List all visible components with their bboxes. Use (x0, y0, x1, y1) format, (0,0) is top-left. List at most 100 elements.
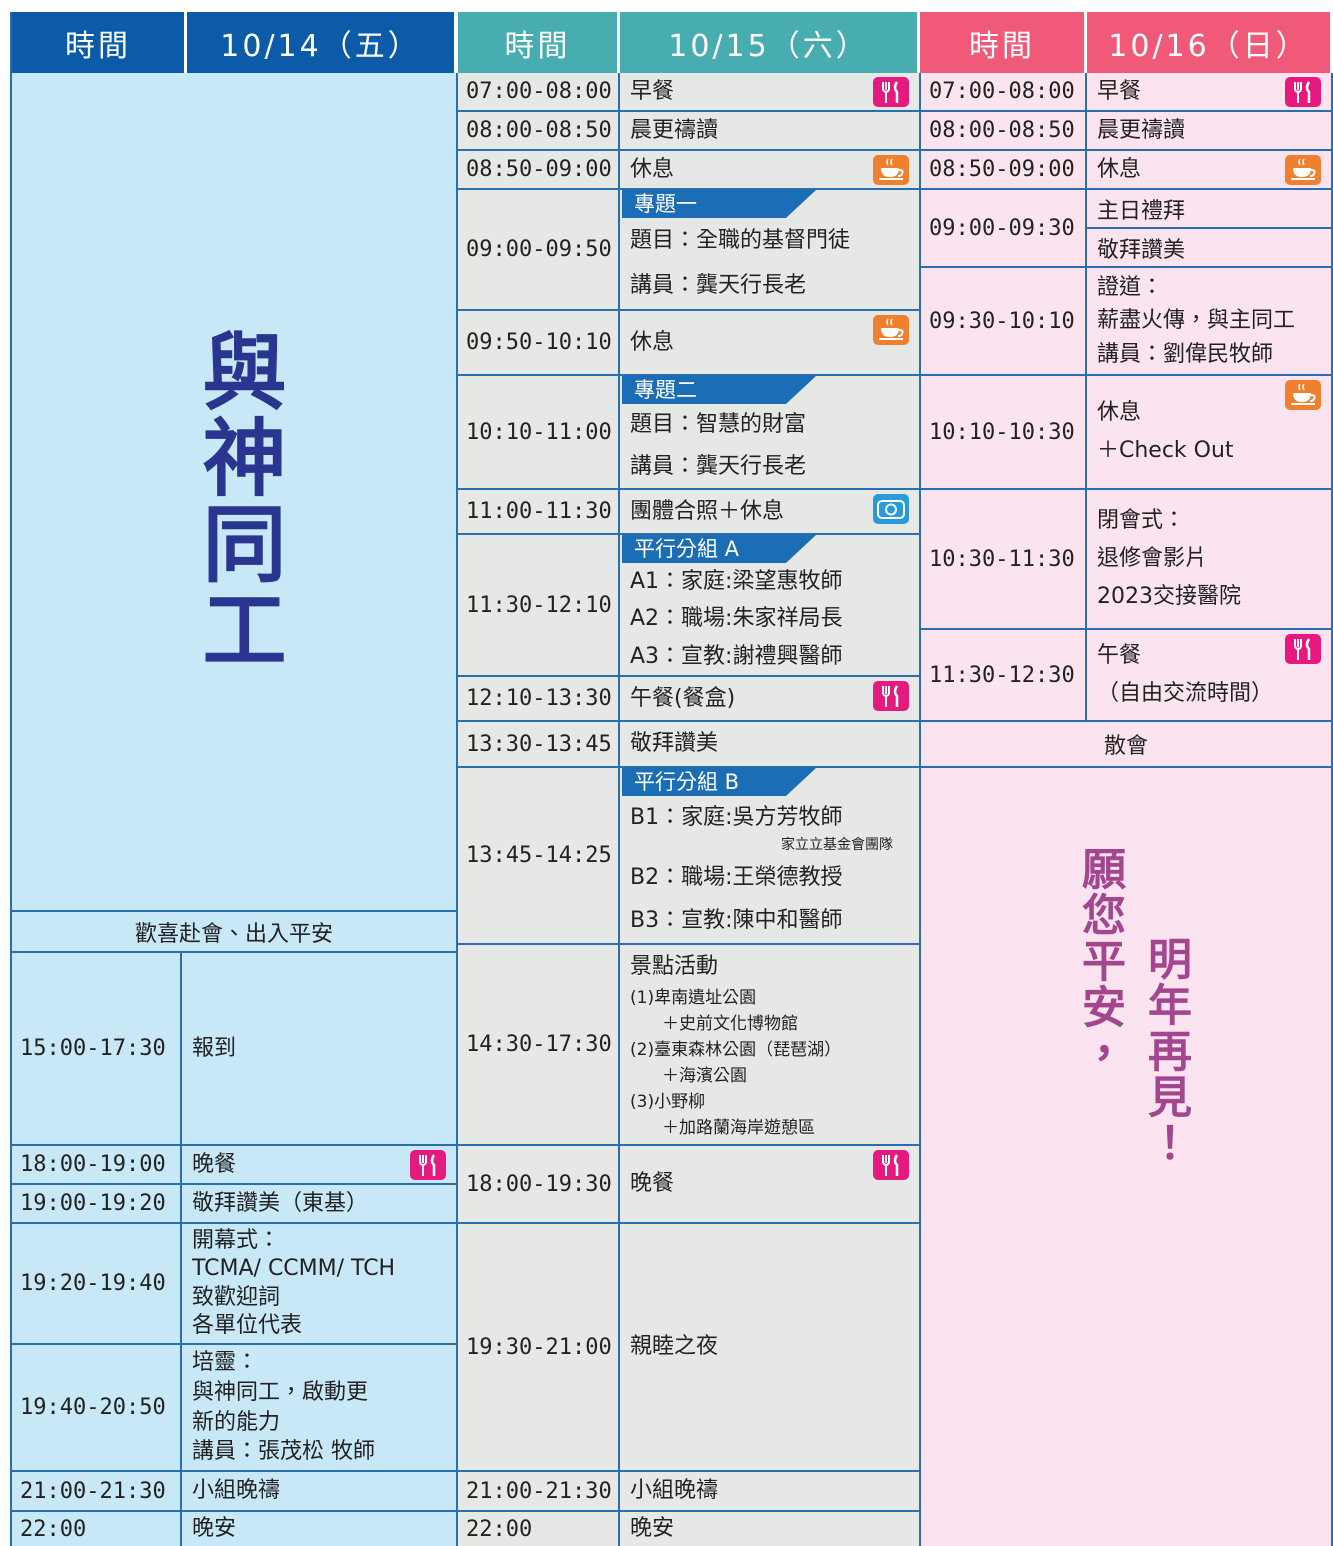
content-cell: 證道： 薪盡火傳，與主同工 講員：劉偉民牧師 (1087, 268, 1333, 376)
content-line: 講員：劉偉民牧師 (1097, 341, 1274, 367)
time-cell: 10:30-11:30 (921, 490, 1087, 630)
blessing-text: 願您平安， (1074, 846, 1125, 1076)
content-cell: 早餐 (1087, 73, 1333, 112)
topic-tag: 平行分組 B (622, 768, 816, 796)
time-cell: 09:00-09:50 (458, 190, 620, 311)
content-note: 家立立基金會團隊 (781, 836, 893, 853)
blessing-cell: 願您平安， 明年再見！ (921, 768, 1333, 1546)
meal-icon (410, 1150, 446, 1180)
content-line: 休息 (1097, 157, 1142, 182)
content-cell: 休息 ＋Check Out (1087, 376, 1333, 490)
content-cell: 敬拜讚美（東基） (182, 1185, 458, 1224)
content-line: 早餐 (1097, 79, 1142, 104)
time-cell: 08:00-08:50 (921, 112, 1087, 151)
icon-shape (1298, 383, 1305, 391)
theme-cell: 與神同工 (12, 73, 458, 912)
content-line: 致歡迎詞 (192, 1284, 281, 1310)
time-cell: 22:00 (12, 1512, 182, 1546)
icon-shape (873, 681, 909, 711)
time-cell: 08:50-09:00 (458, 151, 620, 190)
content-line: 退修會影片 (1097, 546, 1208, 571)
time-cell: 19:20-19:40 (12, 1224, 182, 1345)
content-item: ＋加路蘭海岸遊憩區 (662, 1118, 815, 1139)
date-header: 10/15（六） (620, 12, 920, 73)
time-cell: 22:00 (458, 1512, 620, 1546)
icon-shape (881, 328, 899, 337)
content-cell: 休息 (620, 311, 921, 376)
time-cell: 10:10-10:30 (921, 376, 1087, 490)
icon-shape (893, 81, 899, 103)
content-cell: 報到 (182, 953, 458, 1146)
content-cell: 晨更禱讀 (1087, 112, 1333, 151)
icon-shape (873, 1150, 909, 1180)
time-cell: 21:00-21:30 (458, 1472, 620, 1512)
time-cell: 07:00-08:00 (458, 73, 620, 112)
topic-body: 題目：全職的基督門徒 講員：龔天行長老 (620, 218, 919, 309)
time-cell: 19:00-19:20 (12, 1185, 182, 1224)
meal-icon (873, 681, 909, 711)
theme-text: 與神同工 (189, 328, 287, 672)
content-line: 2023交接醫院 (1097, 584, 1241, 609)
content-line: 開幕式： (192, 1228, 281, 1253)
time-cell: 18:00-19:00 (12, 1146, 182, 1185)
icon-shape (893, 685, 899, 707)
content-cell: 早餐 (620, 73, 921, 112)
content-cell: 團體合照＋休息 (620, 490, 921, 535)
content-item: (2)臺東森林公園（琵琶湖） (630, 1040, 842, 1061)
time-cell: 11:30-12:30 (921, 630, 1087, 722)
content-line: 講員：張茂松 牧師 (192, 1439, 375, 1465)
content-line: 講員：龔天行長老 (630, 454, 807, 480)
time-cell: 11:30-12:10 (458, 535, 620, 677)
content-cell: 主日禮拜 (1087, 190, 1333, 229)
content-line: 證道： (1097, 275, 1164, 300)
icon-shape (893, 1154, 899, 1176)
content-line: 小組晚禱 (192, 1478, 281, 1503)
icon-shape (873, 77, 909, 107)
content-line: 講員：龔天行長老 (630, 273, 807, 299)
time-cell: 09:00-09:30 (921, 190, 1087, 268)
time-cell: 10:10-11:00 (458, 376, 620, 490)
meal-icon (873, 77, 909, 107)
content-cell: 午餐(餐盒) (620, 677, 921, 722)
content-cell: 休息 (620, 151, 921, 190)
content-cell: 晚餐 (182, 1146, 458, 1185)
content-line: 題目：全職的基督門徒 (630, 227, 851, 253)
icon-shape (881, 168, 899, 177)
content-cell: 閉會式： 退修會影片 2023交接醫院 (1087, 490, 1333, 630)
content-line: 題目：智慧的財富 (630, 412, 807, 438)
topic-tag: 平行分組 A (622, 535, 816, 563)
meal-icon (1285, 77, 1321, 107)
content-cell: 休息 (1087, 151, 1333, 190)
content-item: ＋海濱公園 (662, 1066, 747, 1087)
content-line: 晚餐 (630, 1171, 675, 1196)
content-line: 午餐 (1097, 643, 1142, 668)
content-line: 閉會式： (1097, 508, 1186, 533)
blessing-text: 明年再見！ (1140, 936, 1191, 1166)
content-line: 新的能力 (192, 1409, 281, 1435)
closing-cell: 散會 (921, 722, 1333, 768)
content-cell: 晚安 (182, 1512, 458, 1546)
content-line: 親睦之夜 (630, 1334, 719, 1359)
motto-cell: 歡喜赴會、出入平安 (12, 912, 458, 953)
content-line: 敬拜讚美（東基） (192, 1191, 369, 1216)
icon-shape (1305, 638, 1311, 660)
icon-shape (897, 169, 904, 177)
coffee-icon (1285, 380, 1321, 410)
content-line: 晚安 (630, 1516, 675, 1541)
content-cell: 培靈： 與神同工，啟動更 新的能力 講員：張茂松 牧師 (182, 1345, 458, 1472)
coffee-icon (1285, 155, 1321, 185)
content-cell: 景點活動 (1)卑南遺址公園 ＋史前文化博物館 (2)臺東森林公園（琵琶湖） ＋海濱公園… (620, 945, 921, 1146)
time-cell: 08:50-09:00 (921, 151, 1087, 190)
time-cell: 14:30-17:30 (458, 945, 620, 1146)
time-cell: 07:00-08:00 (921, 73, 1087, 112)
time-cell: 08:00-08:50 (458, 112, 620, 151)
icon-shape (882, 686, 890, 707)
content-line: 早餐 (630, 79, 675, 104)
content-line: A2：職場:朱家祥局長 (630, 606, 843, 632)
date-header: 10/14（五） (187, 12, 457, 73)
icon-shape (1294, 639, 1302, 660)
icon-shape (897, 329, 904, 337)
content-line: B2：職場:王榮德教授 (630, 864, 843, 890)
time-cell: 09:30-10:10 (921, 268, 1087, 376)
